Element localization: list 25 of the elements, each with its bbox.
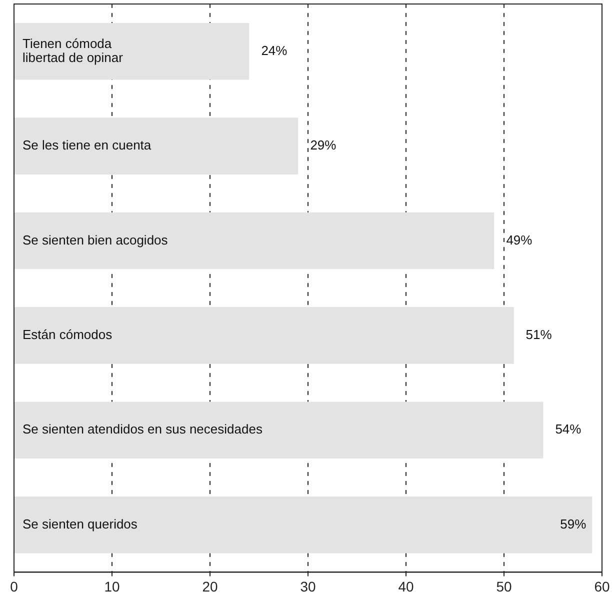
data-label: 51% — [526, 327, 552, 342]
x-tick-label: 10 — [104, 578, 120, 594]
data-label: 29% — [310, 138, 337, 153]
bar — [14, 496, 592, 554]
x-tick-label: 60 — [594, 578, 610, 594]
y-tick-label: Tienen cómoda libertad de opinar — [22, 36, 124, 65]
bar — [14, 212, 494, 270]
x-tick-label: 40 — [398, 578, 414, 594]
bar — [14, 402, 544, 459]
y-tick-label: Están cómodos — [22, 327, 113, 342]
x-tick-label: 20 — [202, 578, 218, 594]
data-label: 49% — [506, 232, 533, 248]
y-tick-label: Se sienten bien acogidos — [22, 232, 168, 248]
bar — [14, 307, 514, 364]
x-tick-label: 50 — [496, 578, 512, 594]
y-tick-label: Se sienten queridos — [22, 516, 138, 532]
bar — [14, 22, 250, 80]
x-tick-label: 30 — [300, 578, 316, 594]
data-label: 59% — [560, 516, 587, 532]
y-tick-label: Se sienten atendidos en sus necesidades — [22, 422, 263, 437]
bar — [14, 118, 298, 174]
x-tick-label: 0 — [10, 578, 18, 594]
y-tick-label: Se les tiene en cuenta — [22, 138, 152, 153]
data-label: 54% — [555, 422, 582, 437]
data-label: 24% — [261, 42, 288, 58]
